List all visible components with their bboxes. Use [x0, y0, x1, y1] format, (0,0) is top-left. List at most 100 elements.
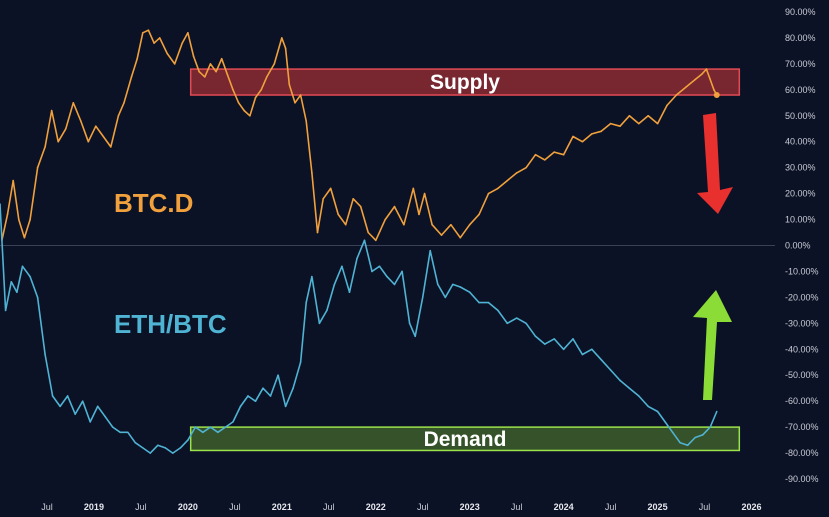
series-point-eth-btc — [239, 405, 242, 408]
series-point-eth-btc — [126, 431, 129, 434]
series-point-btc-d — [562, 153, 565, 156]
series-point-eth-btc — [619, 379, 621, 382]
series-point-btc-d — [23, 236, 26, 239]
series-point-btc-d — [553, 151, 556, 153]
series-point-eth-btc — [187, 439, 189, 441]
series-point-btc-d — [17, 218, 20, 221]
x-tick-label: Jul — [135, 502, 147, 512]
series-point-eth-btc — [29, 275, 31, 278]
series-point-btc-d — [359, 205, 362, 208]
series-point-btc-d — [487, 192, 490, 195]
series-point-btc-d — [337, 213, 339, 216]
y-tick-label: 0.00% — [785, 241, 811, 251]
series-point-eth-btc — [414, 335, 417, 338]
series-point-eth-btc — [686, 444, 689, 447]
series-point-eth-btc — [348, 291, 351, 294]
series-point-btc-d — [166, 52, 169, 55]
y-axis: 90.00% 80.00% 70.00% 60.00% 50.00% 40.00% 30.0… — [785, 7, 819, 484]
y-tick-label: -20.00% — [785, 292, 819, 302]
series-point-eth-btc — [44, 353, 46, 356]
series-point-btc-d — [50, 109, 53, 112]
series-point-eth-btc — [401, 270, 403, 273]
series-point-eth-btc — [232, 421, 234, 423]
series-point-btc-d — [459, 236, 462, 239]
series-point-eth-btc — [709, 426, 711, 428]
series-point-btc-d — [684, 86, 687, 89]
series-point-btc-d — [273, 63, 276, 65]
series-point-eth-btc — [506, 322, 509, 325]
y-tick-label: -40.00% — [785, 344, 819, 354]
zones-layer: Supply Demand — [189, 68, 741, 452]
zone-label-supply: Supply — [430, 71, 500, 94]
series-point-eth-btc — [478, 301, 480, 304]
y-tick-label: 30.00% — [785, 163, 816, 173]
series-point-eth-btc — [515, 317, 518, 319]
x-tick-label: 2023 — [460, 502, 480, 512]
series-point-btc-d — [95, 125, 97, 127]
series-point-eth-btc — [96, 405, 99, 408]
series-point-btc-d — [440, 234, 443, 236]
series-point-eth-btc — [487, 301, 490, 304]
series-point-btc-d — [423, 192, 426, 195]
series-point-eth-btc — [356, 257, 358, 260]
series-point-btc-d — [36, 166, 39, 169]
series-point-eth-btc — [436, 283, 439, 286]
series-point-btc-d — [656, 122, 659, 125]
series-point-btc-d — [431, 223, 433, 226]
series-point-eth-btc — [0, 203, 1, 205]
label-btc-dominance: BTC.D — [114, 188, 193, 218]
series-point-btc-d — [591, 133, 593, 135]
series-point-eth-btc — [284, 405, 287, 408]
series-point-eth-btc — [254, 400, 257, 402]
series-point-btc-d — [254, 96, 257, 99]
series-point-btc-d — [117, 114, 120, 117]
series-point-eth-btc — [393, 283, 396, 286]
series-point-btc-d — [609, 122, 612, 125]
series-point-eth-btc — [318, 322, 321, 325]
label-eth-btc: ETH/BTC — [114, 309, 227, 339]
series-point-btc-d — [260, 89, 262, 91]
series-point-eth-btc — [444, 296, 447, 299]
series-point-btc-d — [232, 89, 234, 91]
series-point-eth-btc — [66, 395, 69, 397]
y-tick-label: 80.00% — [785, 33, 816, 43]
series-point-btc-d — [181, 42, 184, 44]
series-point-btc-d — [288, 83, 291, 86]
series-point-eth-btc — [209, 426, 212, 428]
series-point-btc-d — [544, 159, 546, 161]
series-point-eth-btc — [664, 421, 666, 423]
series-point-btc-d — [79, 120, 82, 122]
x-tick-label: Jul — [605, 502, 617, 512]
series-point-btc-d — [619, 125, 621, 127]
series-point-btc-d — [305, 120, 308, 122]
series-point-eth-btc — [497, 309, 499, 312]
x-tick-label: 2022 — [366, 502, 386, 512]
series-point-eth-btc — [378, 265, 381, 268]
y-tick-label: 90.00% — [785, 7, 816, 17]
series-point-eth-btc — [164, 447, 167, 449]
series-point-eth-btc — [525, 322, 527, 325]
series-point-eth-btc — [647, 405, 649, 408]
series-point-eth-btc — [363, 239, 366, 242]
series-point-btc-d — [497, 187, 499, 190]
series-point-btc-d — [265, 76, 268, 78]
series-point-eth-btc — [149, 452, 152, 454]
series-point-btc-d — [187, 31, 189, 34]
series-point-btc-d — [515, 172, 518, 174]
series-point-btc-d — [600, 130, 603, 133]
series-point-eth-btc — [371, 270, 373, 273]
series-point-btc-d — [226, 73, 229, 76]
series-point-btc-d — [700, 73, 703, 76]
series-point-btc-d — [534, 153, 537, 156]
series-point-btc-d — [29, 218, 31, 221]
series-point-eth-btc — [311, 275, 313, 278]
y-tick-label: 70.00% — [785, 59, 816, 69]
series-point-eth-btc — [292, 387, 294, 389]
x-tick-label: 2025 — [648, 502, 668, 512]
series-point-eth-btc — [421, 296, 424, 299]
series-point-eth-btc — [141, 447, 144, 449]
series-point-btc-d — [713, 89, 715, 91]
series-point-btc-d — [12, 179, 14, 182]
y-tick-label: -70.00% — [785, 422, 819, 432]
series-point-eth-btc — [224, 426, 227, 428]
